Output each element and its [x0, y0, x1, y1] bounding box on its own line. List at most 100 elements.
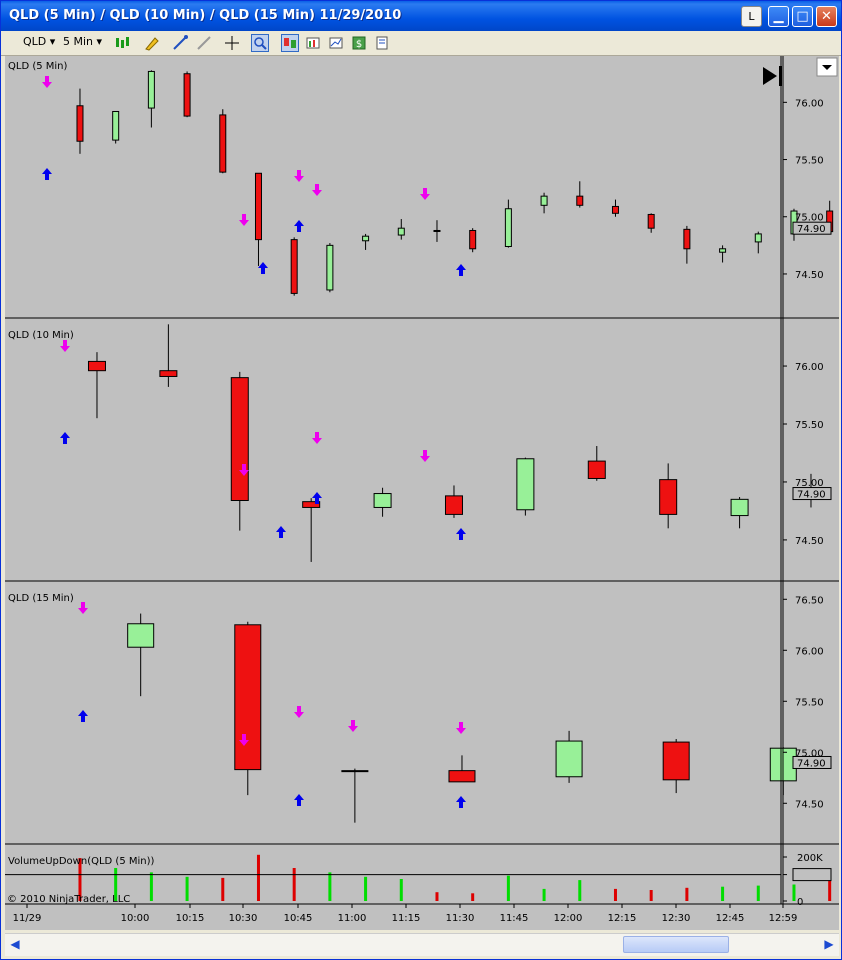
x-tick-label: 11:00: [338, 913, 367, 924]
candle-body: [754, 233, 762, 243]
strategy-icon[interactable]: [304, 34, 322, 52]
scroll-right-icon[interactable]: ▶: [824, 937, 834, 951]
candle-body: [504, 208, 512, 247]
minimize-button[interactable]: ▁: [768, 6, 789, 27]
last-price-label: 74.90: [797, 758, 826, 769]
x-tick-label: 10:15: [176, 913, 205, 924]
buy-arrow-icon: [78, 710, 88, 722]
candle-body: [234, 624, 262, 771]
last-price-box: [792, 755, 832, 769]
sell-arrow-icon: [78, 602, 88, 614]
volume-bar: [828, 870, 832, 901]
y-tick-label: 75.50: [795, 156, 824, 167]
chart-style-icon[interactable]: [113, 34, 131, 52]
candle-body: [230, 377, 249, 501]
last-price-label: 74.90: [797, 224, 826, 235]
chart-area[interactable]: 76.00 75.50 75.00 74.50 74.90 76.00 75.50 75.00…: [5, 56, 839, 930]
buy-arrow-icon: [258, 262, 268, 274]
pencil-icon[interactable]: [143, 34, 161, 52]
panel-title-5min: QLD (5 Min): [8, 61, 68, 72]
volume-panel: 200K120K0: [5, 853, 832, 908]
chevron-down-icon: ▾: [96, 35, 103, 48]
candle-body: [469, 229, 477, 250]
y-tick-label: 74.50: [795, 799, 824, 810]
volume-bar: [114, 868, 118, 901]
maximize-button[interactable]: □: [792, 6, 813, 27]
sell-arrow-icon: [239, 464, 249, 476]
candle-body: [719, 248, 727, 253]
dollar-icon[interactable]: $: [350, 34, 368, 52]
interval-selector[interactable]: 5 Min ▾: [63, 35, 102, 48]
layout-button[interactable]: L: [741, 6, 762, 27]
volume-bar: [292, 868, 296, 901]
sell-arrow-icon: [60, 340, 70, 352]
chevron-down-icon: ▾: [49, 35, 56, 48]
chart-properties-icon[interactable]: [327, 34, 345, 52]
x-tick-label: 12:30: [662, 913, 691, 924]
close-button[interactable]: ✕: [816, 6, 837, 27]
candle-body: [254, 172, 262, 241]
candle-body: [647, 213, 655, 229]
x-tick-label: 10:45: [284, 913, 313, 924]
zoom-icon[interactable]: [251, 34, 269, 52]
candle-body: [112, 110, 120, 141]
y-tick-label: 76.50: [795, 595, 824, 606]
sell-arrow-icon: [420, 188, 430, 200]
candle-body: [587, 460, 606, 479]
volume-bar: [78, 858, 82, 901]
draw-tool-icon[interactable]: [195, 34, 213, 52]
candle-body: [76, 105, 84, 142]
y-tick-label: 75.50: [795, 420, 824, 431]
candle-body: [302, 501, 321, 508]
x-tick-label: 12:59: [769, 913, 798, 924]
y-tick-label: 75.00: [795, 478, 824, 489]
volume-bar: [149, 872, 153, 901]
panel-title-10min: QLD (10 Min): [8, 330, 74, 341]
candle-body: [659, 479, 678, 515]
candle-body: [326, 244, 334, 291]
sell-arrow-icon: [294, 170, 304, 182]
candle-body: [397, 227, 405, 236]
buy-arrow-icon: [60, 432, 70, 444]
scroll-thumb[interactable]: [623, 936, 729, 953]
volume-bar: [649, 890, 653, 901]
title-bar[interactable]: QLD (5 Min) / QLD (10 Min) / QLD (15 Min…: [1, 1, 841, 31]
y-tick-label: 76.00: [795, 362, 824, 373]
sell-arrow-icon: [348, 720, 358, 732]
data-box-icon[interactable]: [373, 34, 391, 52]
volume-bar: [721, 886, 725, 901]
volume-value-box: [792, 868, 832, 882]
sell-arrow-icon: [312, 184, 322, 196]
instrument-selector[interactable]: QLD ▾: [23, 35, 55, 48]
candle-body: [448, 770, 476, 783]
candle-body: [662, 741, 690, 781]
y-tick-label: 200K: [797, 853, 823, 864]
draw-line-icon[interactable]: [171, 34, 189, 52]
panel-title-volume: VolumeUpDown(QLD (5 Min)): [8, 856, 155, 867]
sell-arrow-icon: [312, 432, 322, 444]
y-tick-label: 74.50: [795, 270, 824, 281]
horizontal-scrollbar[interactable]: ◀ ▶: [5, 933, 839, 956]
price-panel-1: 76.00 75.50 75.00 74.50 74.90: [5, 70, 839, 319]
x-tick-label: 10:30: [229, 913, 258, 924]
x-tick-label: 11/29: [13, 913, 42, 924]
sell-arrow-icon: [294, 706, 304, 718]
volume-bar: [578, 880, 582, 901]
crosshair-icon[interactable]: [223, 34, 241, 52]
x-tick-label: 11:45: [500, 913, 529, 924]
panel-title-15min: QLD (15 Min): [8, 593, 74, 604]
volume-bar: [471, 893, 475, 901]
buy-arrow-icon: [312, 492, 322, 504]
y-tick-label: 0: [797, 897, 803, 908]
x-tick-label: 12:00: [554, 913, 583, 924]
buy-arrow-icon: [276, 526, 286, 538]
y-tick-label: 76.00: [795, 646, 824, 657]
window-title: QLD (5 Min) / QLD (10 Min) / QLD (15 Min…: [9, 8, 402, 23]
indicator-icon[interactable]: [281, 34, 299, 52]
buy-arrow-icon: [294, 794, 304, 806]
scroll-left-icon[interactable]: ◀: [10, 937, 20, 951]
chevron-down-icon: [822, 65, 832, 70]
buy-arrow-icon: [456, 796, 466, 808]
sell-arrow-icon: [456, 722, 466, 734]
